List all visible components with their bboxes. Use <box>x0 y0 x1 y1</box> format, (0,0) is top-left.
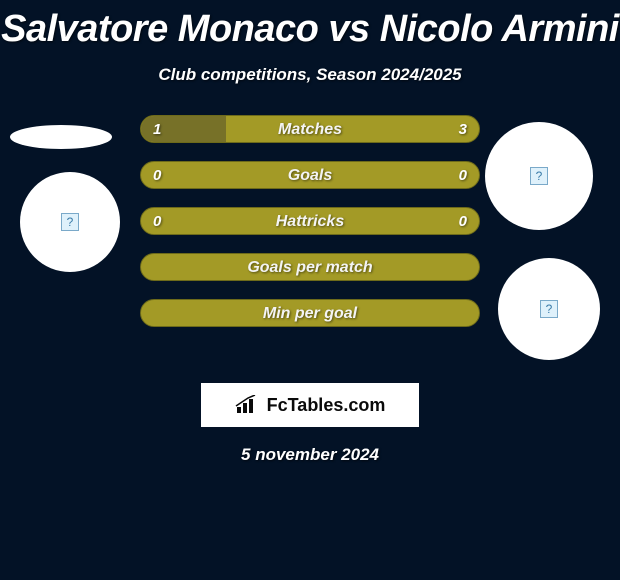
player-right-avatar-bottom: ? <box>498 258 600 360</box>
logo-text: FcTables.com <box>267 395 386 416</box>
stat-label: Matches <box>141 116 479 143</box>
stat-label: Hattricks <box>141 208 479 235</box>
stat-value-right: 0 <box>459 208 467 235</box>
bar-chart-icon <box>235 395 261 415</box>
placeholder-icon: ? <box>540 300 558 318</box>
comparison-panel: ? ? ? Matches13Goals00Hattricks00Goals p… <box>0 115 620 375</box>
stat-bar: Min per goal <box>140 299 480 327</box>
placeholder-icon: ? <box>530 167 548 185</box>
date-label: 5 november 2024 <box>0 445 620 465</box>
stat-value-left: 0 <box>153 208 161 235</box>
stat-bar: Hattricks0 0 <box>140 207 480 235</box>
player-left-avatar: ? <box>20 172 120 272</box>
stat-label: Goals <box>141 162 479 189</box>
stat-value-left: 0 <box>153 162 161 189</box>
stat-label: Min per goal <box>141 300 479 327</box>
stat-value-left: 1 <box>153 116 161 143</box>
stat-label: Goals per match <box>141 254 479 281</box>
stat-bar: Matches1 3 <box>140 115 480 143</box>
page-title: Salvatore Monaco vs Nicolo Armini <box>0 0 620 51</box>
placeholder-icon: ? <box>61 213 79 231</box>
comparison-bars: Matches13Goals00Hattricks00Goals per mat… <box>140 115 480 345</box>
stat-value-right: 3 <box>459 116 467 143</box>
player-right-avatar-top: ? <box>485 122 593 230</box>
logo-box: FcTables.com <box>201 383 419 427</box>
stat-bar: Goals0 0 <box>140 161 480 189</box>
decorative-ellipse <box>10 125 112 149</box>
subtitle: Club competitions, Season 2024/2025 <box>0 65 620 85</box>
stat-bar: Goals per match <box>140 253 480 281</box>
stat-value-right: 0 <box>459 162 467 189</box>
